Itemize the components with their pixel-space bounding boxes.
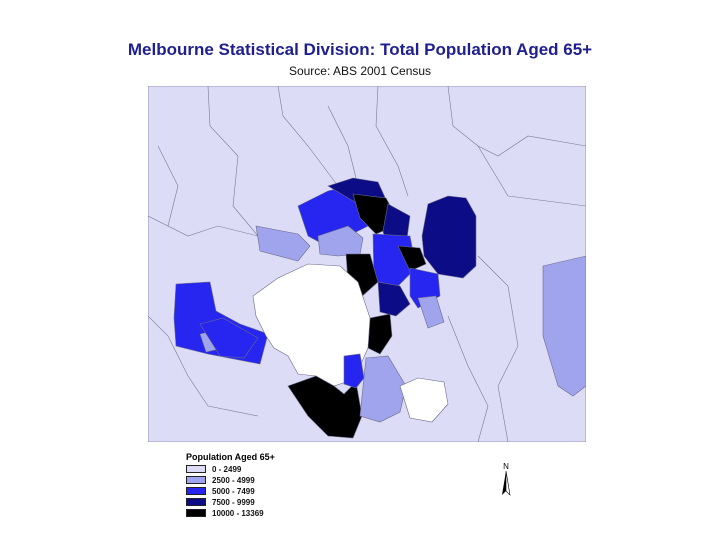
legend-label: 0 - 2499 bbox=[212, 464, 242, 474]
legend-item: 7500 - 9999 bbox=[186, 497, 296, 507]
north-arrow: N bbox=[496, 462, 516, 502]
legend-item: 2500 - 4999 bbox=[186, 475, 296, 485]
region-manningham bbox=[421, 195, 477, 279]
legend-item: 10000 - 13369 bbox=[186, 508, 296, 518]
legend-title: Population Aged 65+ bbox=[186, 452, 275, 462]
map-source: Source: ABS 2001 Census bbox=[288, 64, 432, 78]
legend-swatch bbox=[186, 509, 206, 517]
sea-western-port bbox=[399, 377, 449, 423]
legend-rows: 0 - 2499 2500 - 4999 5000 - 7499 7500 - 999… bbox=[186, 464, 296, 518]
region-se-2 bbox=[377, 281, 411, 317]
legend-item: 0 - 2499 bbox=[186, 464, 296, 474]
region-se-4 bbox=[417, 295, 445, 329]
region-east-central-dark bbox=[397, 245, 427, 272]
region-mornington bbox=[287, 375, 363, 439]
region-west-coast bbox=[199, 317, 259, 359]
region-melton bbox=[255, 225, 311, 262]
legend-label: 5000 - 7499 bbox=[212, 486, 255, 496]
legend-swatch bbox=[186, 465, 206, 473]
legend-swatch bbox=[186, 476, 206, 484]
legend-label: 2500 - 4999 bbox=[212, 475, 255, 485]
legend-swatch bbox=[186, 487, 206, 495]
legend-label: 7500 - 9999 bbox=[212, 497, 255, 507]
region-peninsula-west bbox=[343, 353, 365, 389]
region-south-east bbox=[359, 355, 407, 423]
choropleth-map bbox=[148, 86, 586, 442]
legend-swatch bbox=[186, 498, 206, 506]
north-letter: N bbox=[503, 462, 509, 471]
legend-item: 5000 - 7499 bbox=[186, 486, 296, 496]
north-arrow-icon bbox=[502, 470, 511, 496]
legend-label: 10000 - 13369 bbox=[212, 508, 264, 518]
map-legend: Population Aged 65+ 0 - 2499 2500 - 4999 5… bbox=[186, 452, 296, 519]
region-east bbox=[542, 255, 586, 397]
map-title: Melbourne Statistical Division: Total Po… bbox=[127, 40, 593, 59]
